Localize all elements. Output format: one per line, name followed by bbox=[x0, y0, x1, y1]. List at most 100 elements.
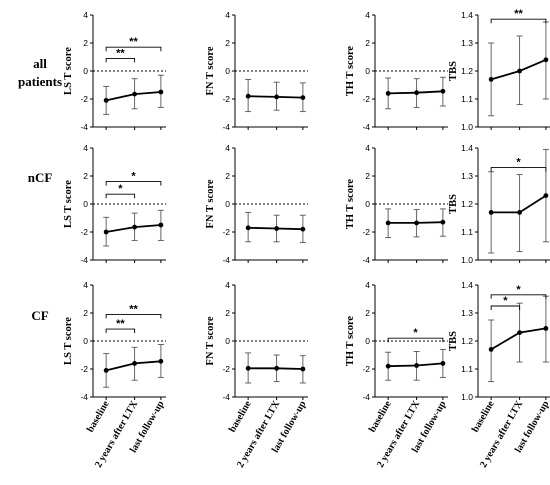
panel-0-2: -4 -2 0 2 4 TH T score bbox=[345, 10, 448, 132]
data-point bbox=[414, 220, 420, 226]
y-tick-label: 2 bbox=[365, 171, 370, 181]
significance-bracket bbox=[105, 181, 162, 186]
series-line bbox=[491, 194, 547, 214]
significance-label: * bbox=[118, 183, 123, 195]
y-tick-label: 1.0 bbox=[461, 122, 473, 132]
y-tick-label: 1.3 bbox=[461, 38, 473, 48]
y-axis-label: TBS bbox=[448, 61, 459, 81]
y-tick-label: 2 bbox=[83, 171, 88, 181]
y-tick-label: 4 bbox=[225, 280, 230, 290]
panel-0-1: -4 -2 0 2 4 FN T score bbox=[205, 10, 308, 132]
y-tick-label: 2 bbox=[225, 171, 230, 181]
y-tick-label: 0 bbox=[365, 66, 370, 76]
significance-label: * bbox=[131, 171, 136, 183]
data-point bbox=[158, 358, 164, 364]
x-tick-label: baseline bbox=[367, 399, 394, 435]
y-tick-label: 4 bbox=[83, 280, 88, 290]
data-point bbox=[385, 91, 391, 96]
data-point bbox=[517, 68, 523, 74]
x-tick-label: baseline bbox=[85, 399, 112, 435]
significance-bracket bbox=[490, 167, 547, 172]
y-tick-label: 0 bbox=[225, 336, 230, 346]
data-point bbox=[414, 363, 420, 368]
y-tick-label: 1.1 bbox=[461, 227, 473, 237]
y-tick-label: 0 bbox=[365, 336, 370, 346]
significance-bracket bbox=[490, 305, 521, 310]
y-axis-label: LS T score bbox=[63, 317, 74, 365]
data-point bbox=[158, 89, 164, 95]
significance-label: * bbox=[516, 157, 521, 169]
data-point bbox=[103, 368, 109, 373]
y-tick-label: 2 bbox=[365, 308, 370, 318]
significance-label: * bbox=[413, 327, 418, 339]
y-tick-label: -4 bbox=[362, 122, 370, 132]
y-tick-label: 1.2 bbox=[461, 336, 473, 346]
y-tick-label: 0 bbox=[365, 199, 370, 209]
y-tick-label: 0 bbox=[83, 336, 88, 346]
significance-label: ** bbox=[116, 318, 125, 330]
y-tick-label: -4 bbox=[222, 255, 230, 265]
y-tick-label: -2 bbox=[222, 94, 230, 104]
significance-bracket bbox=[105, 313, 162, 319]
data-point bbox=[488, 77, 494, 82]
y-tick-label: 2 bbox=[225, 38, 230, 48]
y-tick-label: 4 bbox=[83, 10, 88, 20]
y-axis-label: FN T score bbox=[205, 316, 216, 365]
data-point bbox=[245, 365, 251, 371]
data-point bbox=[488, 210, 494, 215]
y-tick-label: 1.0 bbox=[461, 255, 473, 265]
significance-label: ** bbox=[129, 303, 138, 315]
y-tick-label: -2 bbox=[80, 364, 88, 374]
data-point bbox=[517, 210, 523, 215]
y-tick-label: 4 bbox=[225, 143, 230, 153]
data-point bbox=[274, 94, 280, 100]
data-point bbox=[274, 226, 280, 231]
significance-bracket bbox=[105, 57, 136, 63]
y-tick-label: -2 bbox=[80, 227, 88, 237]
data-point bbox=[300, 95, 306, 100]
row-label-0-1: patients bbox=[18, 74, 62, 89]
data-point bbox=[132, 224, 138, 230]
data-point bbox=[158, 222, 164, 228]
panel-0-3: 1.0 1.1 1.2 1.3 1.4 TBS ** bbox=[448, 8, 550, 132]
data-point bbox=[543, 193, 549, 199]
data-point bbox=[517, 330, 523, 335]
row-label-2-0: CF bbox=[31, 308, 48, 323]
y-axis-label: TBS bbox=[448, 331, 459, 351]
y-tick-label: 0 bbox=[225, 66, 230, 76]
panel-1-0: -4 -2 0 2 4 LS T score * * bbox=[63, 143, 166, 265]
data-point bbox=[440, 361, 446, 366]
y-tick-label: -4 bbox=[362, 255, 370, 265]
x-tick-label: baseline bbox=[470, 399, 497, 435]
y-tick-label: -4 bbox=[80, 122, 88, 132]
y-tick-label: 1.2 bbox=[461, 199, 473, 209]
y-axis-label: FN T score bbox=[205, 179, 216, 228]
y-tick-label: 1.4 bbox=[461, 143, 473, 153]
significance-label: ** bbox=[116, 47, 125, 59]
y-axis-label: TBS bbox=[448, 194, 459, 214]
data-point bbox=[300, 366, 306, 372]
y-tick-label: -2 bbox=[222, 227, 230, 237]
significance-bracket bbox=[105, 46, 162, 52]
data-point bbox=[245, 93, 251, 99]
panel-0-0: -4 -2 0 2 4 LS T score ** ** bbox=[63, 10, 166, 132]
data-point bbox=[385, 220, 391, 226]
y-tick-label: -4 bbox=[222, 122, 230, 132]
y-tick-label: -4 bbox=[80, 255, 88, 265]
significance-bracket bbox=[105, 328, 136, 334]
y-tick-label: 1.1 bbox=[461, 94, 473, 104]
panel-1-3: 1.0 1.1 1.2 1.3 1.4 TBS * bbox=[448, 143, 550, 265]
y-tick-label: 4 bbox=[365, 10, 370, 20]
data-point bbox=[132, 91, 138, 97]
y-axis-label: TH T score bbox=[345, 179, 356, 230]
data-point bbox=[103, 229, 109, 235]
y-tick-label: 2 bbox=[225, 308, 230, 318]
x-tick-label: baseline bbox=[227, 399, 254, 435]
data-point bbox=[488, 347, 494, 352]
data-point bbox=[103, 98, 109, 103]
significance-bracket bbox=[490, 18, 547, 24]
y-tick-label: 2 bbox=[365, 38, 370, 48]
